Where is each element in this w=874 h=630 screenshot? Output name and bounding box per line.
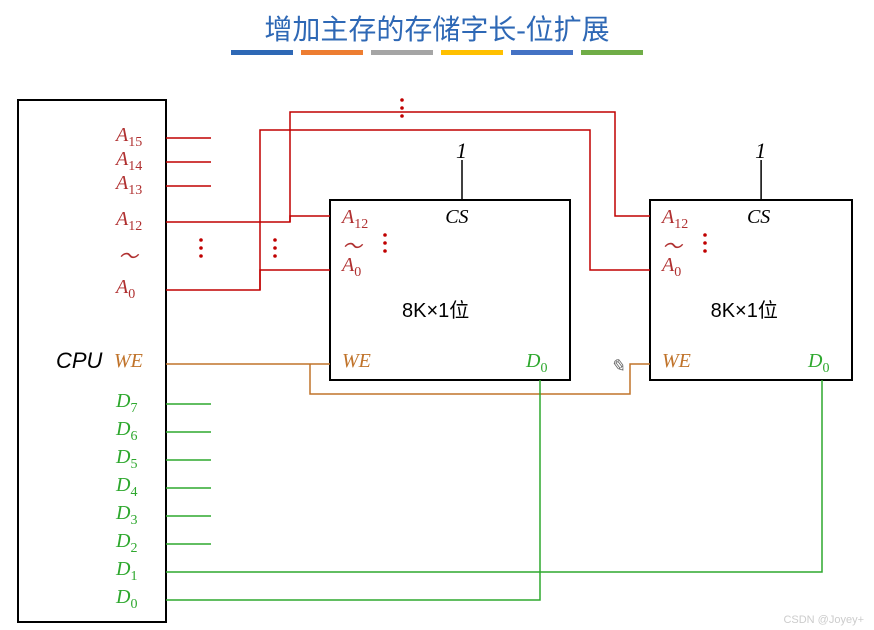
chip-capacity: 8K×1位 [402, 294, 469, 323]
watermark-text: CSDN @Joyey+ [783, 614, 864, 626]
chip-capacity: 8K×1位 [711, 294, 778, 323]
cpu-label: CPU [56, 348, 102, 374]
edit-icon: ✎ [610, 356, 625, 377]
